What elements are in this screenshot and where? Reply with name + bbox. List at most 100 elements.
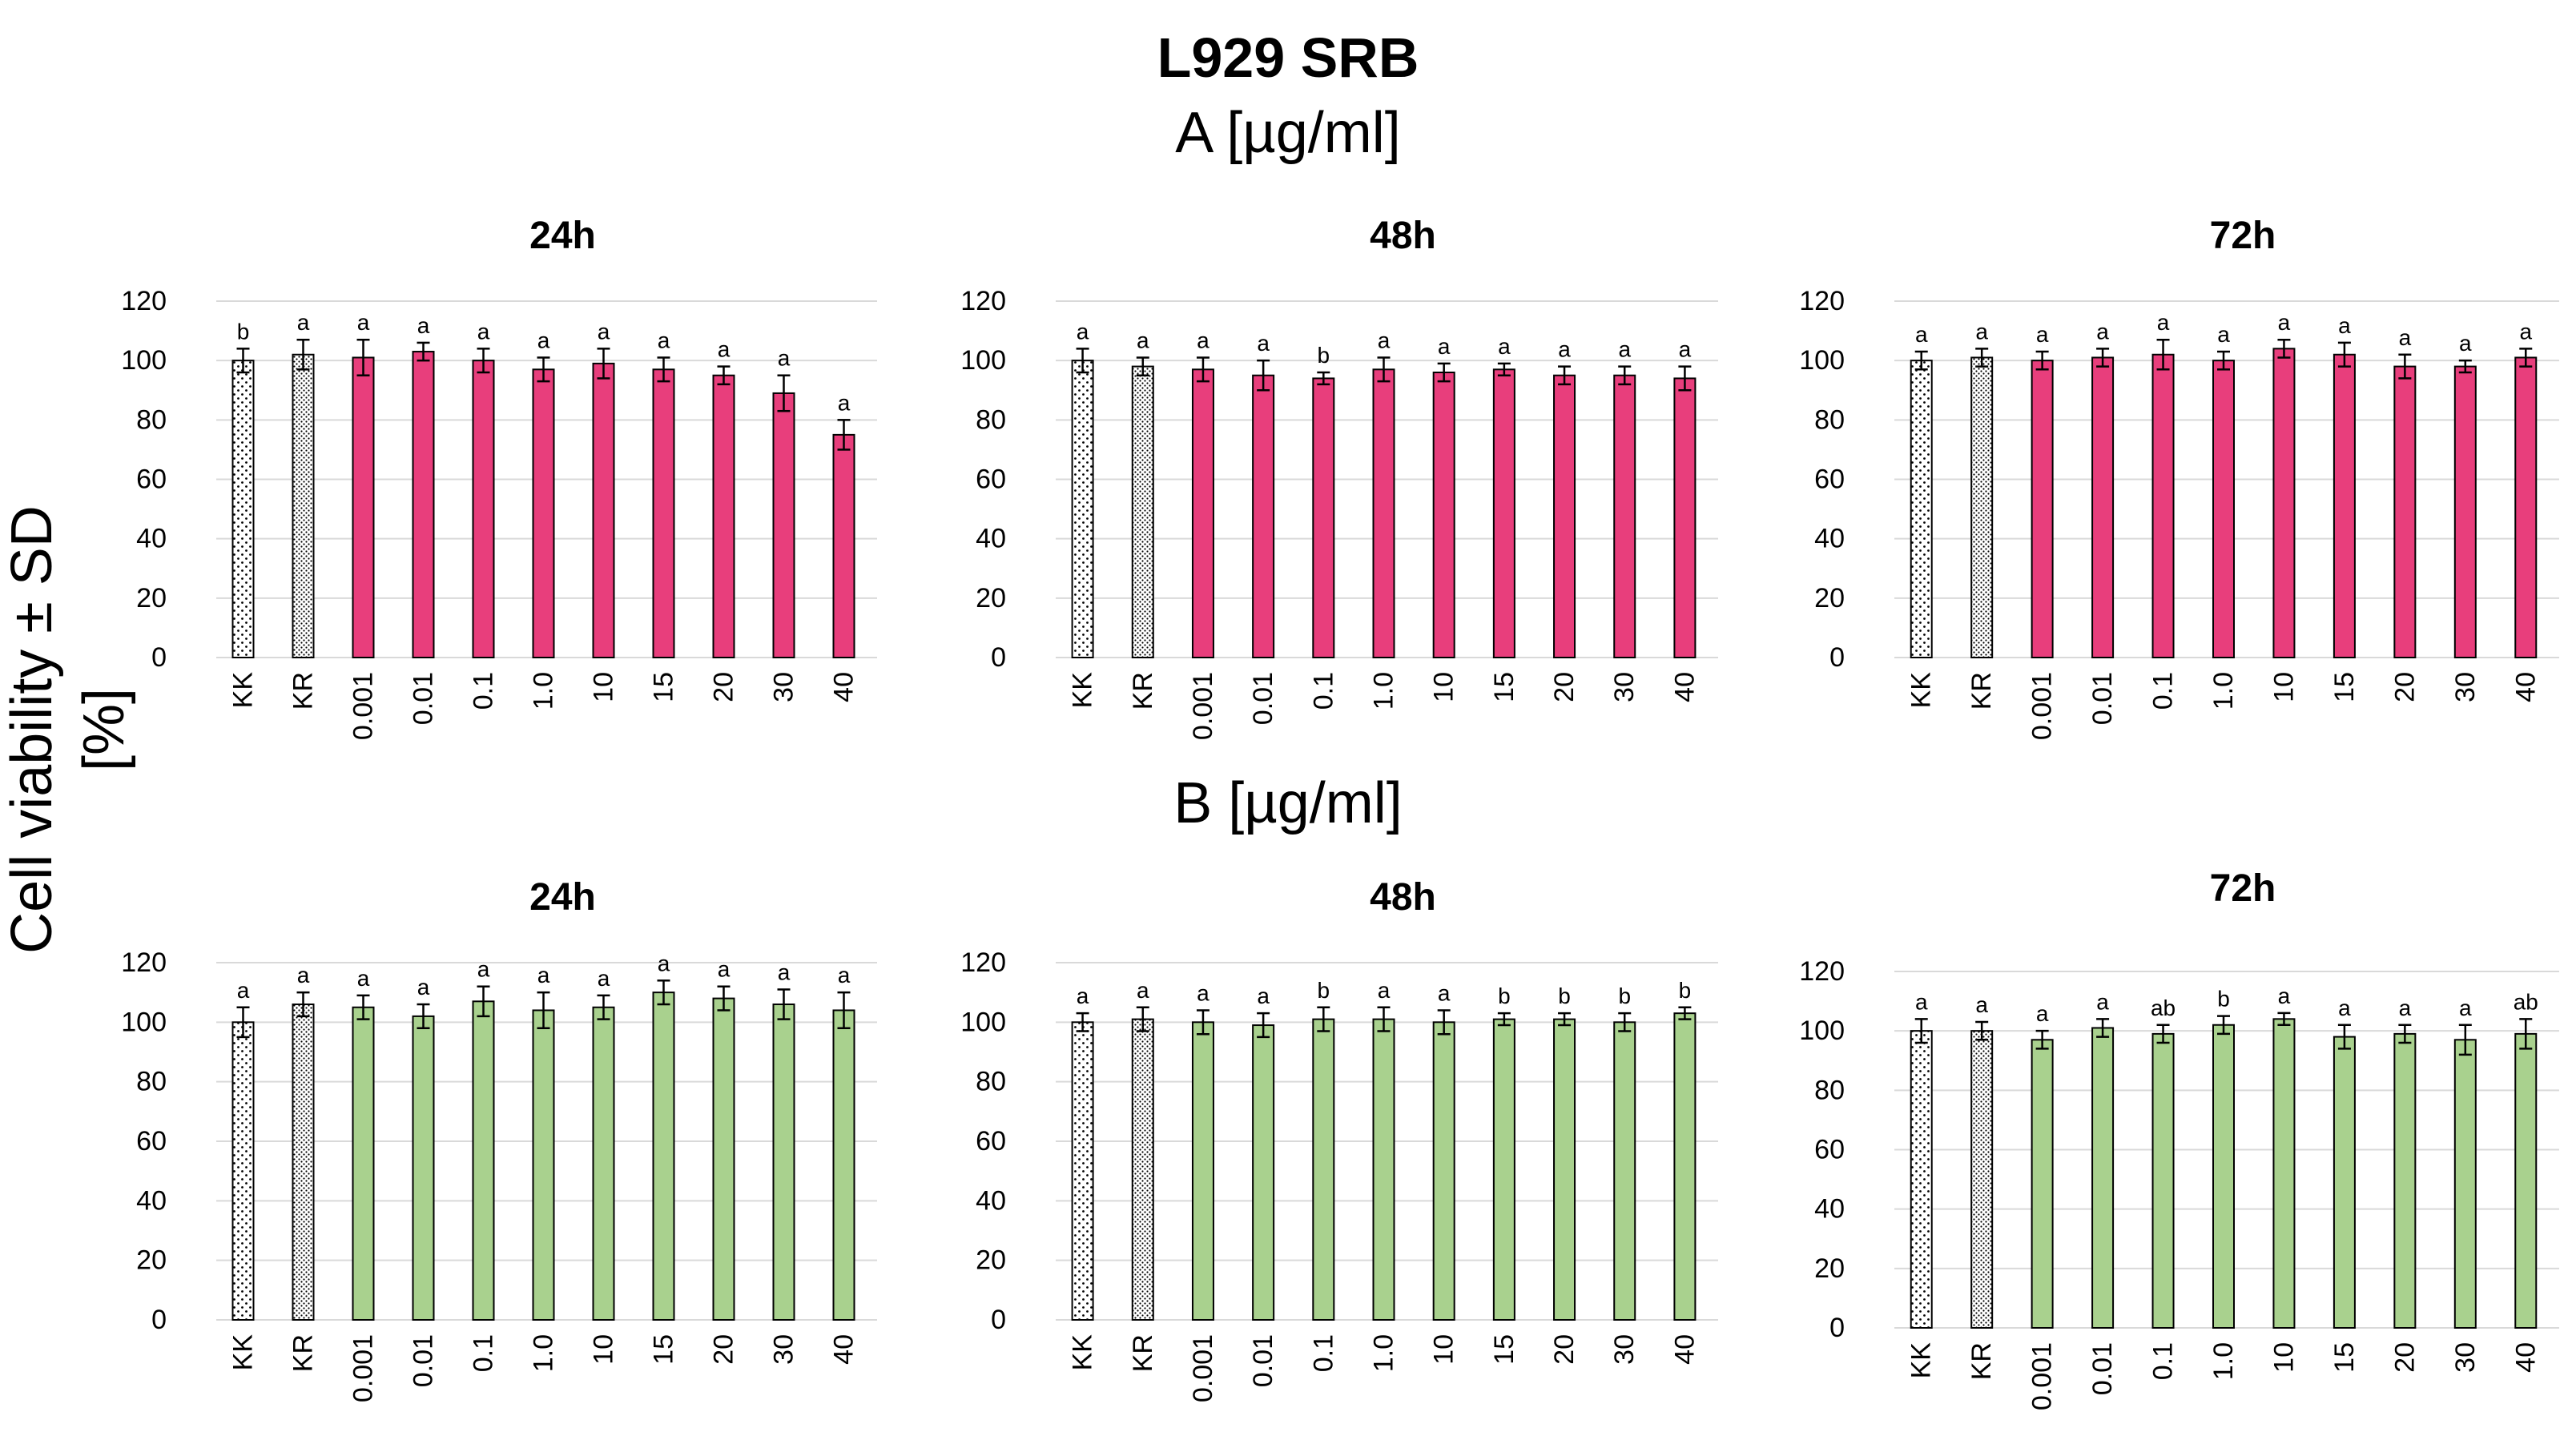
- y-tick-label: 0: [1829, 1313, 1845, 1343]
- y-tick-label: 100: [960, 1007, 1006, 1037]
- x-tick-label: 1.0: [2208, 672, 2239, 710]
- significance-letter: a: [778, 959, 791, 984]
- bar: [2514, 356, 2538, 658]
- significance-letter: a: [357, 310, 370, 335]
- y-tick-label: 20: [976, 1245, 1006, 1276]
- x-tick-label: 0.01: [1248, 1334, 1278, 1387]
- bar: [1492, 368, 1515, 658]
- y-tick-label: 120: [121, 947, 167, 978]
- significance-letter: a: [357, 966, 370, 991]
- significance-letter: a: [1975, 992, 1988, 1017]
- x-tick-label: 10: [2268, 672, 2299, 702]
- bar: [1910, 360, 1933, 658]
- x-tick-label: 40: [2510, 672, 2541, 702]
- x-tick-label: 30: [769, 1334, 799, 1365]
- chart-title: 24h: [529, 215, 596, 257]
- y-tick-label: 80: [1814, 404, 1845, 435]
- bar: [352, 356, 375, 658]
- bar: [1492, 1018, 1515, 1321]
- x-tick-label: 0.001: [1188, 1334, 1218, 1402]
- x-tick-label: KK: [228, 1334, 259, 1371]
- significance-letter: a: [537, 328, 550, 352]
- significance-letter: a: [2278, 983, 2291, 1008]
- bar: [1071, 360, 1094, 658]
- bar: [2514, 1032, 2538, 1329]
- x-tick-label: 1.0: [1369, 1334, 1399, 1372]
- significance-letter: a: [1438, 334, 1451, 359]
- x-tick-label: 0.1: [469, 1334, 499, 1372]
- y-tick-label: 40: [1814, 1194, 1845, 1225]
- x-tick-label: 30: [1609, 1334, 1640, 1365]
- bar: [1553, 1018, 1576, 1321]
- significance-letter: a: [1378, 328, 1391, 352]
- x-tick-label: 0.1: [1308, 672, 1338, 710]
- x-tick-label: KR: [1128, 1334, 1158, 1372]
- compound-b-label: B [µg/ml]: [1173, 771, 1403, 835]
- x-tick-label: 10: [2268, 1342, 2299, 1373]
- y-tick-label: 0: [991, 1305, 1006, 1335]
- significance-letter: b: [1679, 978, 1692, 1003]
- x-tick-label: 0.01: [2087, 1342, 2118, 1395]
- x-tick-label: 1.0: [2208, 1342, 2239, 1380]
- significance-letter: a: [417, 975, 430, 1000]
- y-tick-label: 80: [136, 404, 167, 435]
- significance-letter: a: [658, 328, 670, 352]
- bar: [2272, 1018, 2296, 1329]
- significance-letter: a: [1137, 328, 1149, 352]
- significance-letter: a: [237, 978, 250, 1003]
- x-tick-label: 1.0: [1369, 672, 1399, 710]
- compound-a-label: A [µg/ml]: [1175, 101, 1401, 165]
- significance-letter: b: [1318, 343, 1330, 368]
- significance-letter: a: [1197, 980, 1210, 1005]
- bar: [412, 1015, 435, 1321]
- significance-letter: a: [2096, 989, 2109, 1014]
- y-tick-label: 60: [1814, 465, 1845, 495]
- y-tick-label: 60: [136, 1126, 167, 1156]
- y-tick-label: 60: [136, 465, 167, 495]
- significance-letter: a: [718, 957, 731, 982]
- chart-title: 24h: [529, 876, 596, 919]
- significance-letter: a: [838, 390, 851, 415]
- x-tick-label: 0.01: [409, 1334, 439, 1387]
- significance-letter: a: [1975, 319, 1988, 344]
- x-tick-label: KR: [1128, 672, 1158, 710]
- significance-letter: a: [2399, 325, 2412, 350]
- y-tick-label: 40: [976, 524, 1006, 554]
- bar: [1071, 1021, 1094, 1321]
- bar: [1673, 1012, 1697, 1321]
- x-tick-label: 40: [829, 1334, 859, 1365]
- x-tick-label: 10: [589, 672, 619, 702]
- bar: [412, 351, 435, 658]
- significance-letter: a: [2036, 322, 2049, 347]
- y-tick-label: 80: [136, 1067, 167, 1097]
- significance-letter: b: [1318, 978, 1330, 1003]
- y-tick-label: 20: [1814, 583, 1845, 613]
- x-tick-label: 40: [1669, 1334, 1700, 1365]
- x-tick-label: 15: [2329, 1342, 2360, 1373]
- chart-title: 48h: [1370, 215, 1436, 257]
- significance-letter: a: [1679, 337, 1692, 362]
- significance-letter: b: [1618, 983, 1631, 1008]
- significance-letter: a: [297, 310, 310, 335]
- significance-letter: a: [417, 313, 430, 338]
- bar: [772, 1004, 795, 1321]
- bar: [2393, 1032, 2417, 1329]
- bar: [2031, 1039, 2054, 1329]
- y-tick-label: 60: [976, 1126, 1006, 1156]
- y-tick-label: 100: [1799, 345, 1845, 376]
- bar: [2091, 1027, 2115, 1329]
- x-tick-label: 20: [2389, 1342, 2420, 1373]
- x-tick-label: 40: [2510, 1342, 2541, 1373]
- significance-letter: ab: [2151, 996, 2176, 1020]
- y-tick-label: 20: [136, 1245, 167, 1276]
- x-tick-label: 40: [829, 672, 859, 702]
- y-tick-label: 80: [976, 1067, 1006, 1097]
- bar: [592, 1006, 615, 1321]
- significance-letter: a: [778, 346, 791, 371]
- x-tick-label: 30: [2450, 672, 2481, 702]
- y-tick-label: 0: [1829, 642, 1845, 673]
- y-tick-label: 120: [121, 286, 167, 316]
- x-tick-label: 1.0: [529, 672, 559, 710]
- x-tick-label: KK: [1068, 1334, 1098, 1371]
- bar: [532, 1009, 555, 1321]
